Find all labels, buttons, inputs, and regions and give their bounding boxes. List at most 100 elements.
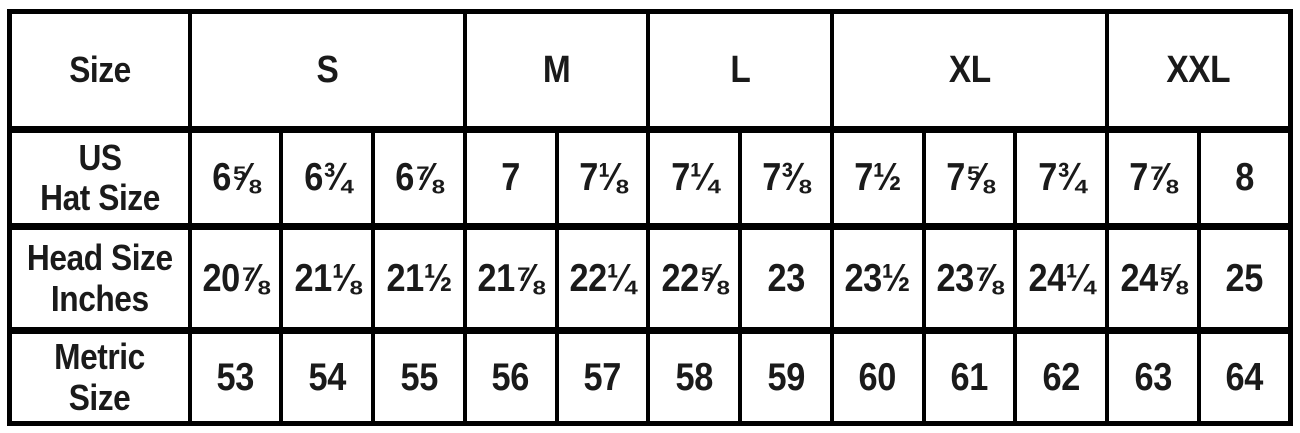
cell-value: 59 (767, 355, 805, 399)
head-size-inches-row-cell-10: 24⅝ (1105, 223, 1201, 333)
metric-size-row-cell-3: 56 (462, 327, 559, 426)
cell-value: 58 (675, 355, 713, 399)
us-hat-size-row-cell-9: 7¾ (1013, 126, 1109, 229)
metric-size-row-cell-9: 62 (1013, 327, 1109, 426)
head-size-inches-row-cell-4: 22¼ (554, 223, 651, 333)
cell-value: 23⅞ (936, 256, 1003, 300)
head-size-inches-row-cell-5: 22⅝ (646, 223, 742, 333)
row-label-line: Metric (54, 336, 146, 378)
us-hat-size-row-cell-2: 6⅞ (371, 126, 467, 229)
cell-value: 8 (1235, 156, 1254, 199)
cell-value: 7⅞ (1129, 156, 1177, 199)
cell-value: 21⅞ (477, 256, 544, 300)
metric-size-row-cell-1: 54 (279, 327, 375, 426)
size-table-body: US Hat Size 6⅝ 6¾ 6⅞ 7 7⅛ 7¼ 7⅜ 7½ 7⅝ 7¾ 7⅞ 8 Head Siz… (7, 126, 1293, 426)
size-group-l: L (646, 9, 834, 132)
metric-size-row-label: Metric Size (7, 327, 192, 426)
cell-value: 6⅝ (211, 156, 259, 199)
cell-value: 20⅞ (202, 256, 269, 300)
head-size-inches-row-cell-1: 21⅛ (279, 223, 375, 333)
cell-value: 63 (1134, 355, 1172, 399)
cell-value: 21⅛ (294, 256, 360, 300)
size-header-row: Size S M L XL XXL (7, 9, 1293, 132)
metric-size-row-cell-2: 55 (371, 327, 467, 426)
cell-value: 7⅛ (578, 156, 626, 199)
head-size-inches-row-cell-3: 21⅞ (462, 223, 559, 333)
us-hat-size-row-cell-11: 8 (1196, 126, 1293, 229)
cell-value: 25 (1225, 256, 1264, 300)
cell-value: 7⅜ (762, 156, 810, 199)
cell-value: 7 (501, 156, 520, 199)
cell-value: 6¾ (303, 156, 351, 199)
metric-size-row-cell-7: 60 (829, 327, 926, 426)
cell-value: 7¼ (670, 156, 718, 199)
cell-value: 23 (767, 256, 805, 300)
cell-value: 22¼ (569, 256, 636, 300)
metric-size-row-cell-0: 53 (187, 327, 284, 426)
size-group-label: M (542, 48, 571, 91)
head-size-inches-row-cell-6: 23 (738, 223, 834, 333)
head-size-inches-row-cell-8: 23⅞ (921, 223, 1018, 333)
row-label-text: US Hat Size (39, 136, 160, 219)
cell-value: 57 (583, 355, 622, 399)
size-group-label: XL (948, 48, 991, 91)
metric-size-row-cell-5: 58 (646, 327, 742, 426)
cell-value: 64 (1225, 355, 1264, 399)
us-hat-size-row-cell-3: 7 (462, 126, 559, 229)
us-hat-size-row-cell-6: 7⅜ (738, 126, 834, 229)
row-label-line: Head Size (26, 237, 173, 279)
cell-value: 53 (216, 355, 255, 399)
metric-size-row-cell-6: 59 (738, 327, 834, 426)
metric-size-row-cell-11: 64 (1196, 327, 1293, 426)
cell-value: 7¾ (1037, 156, 1085, 199)
row-label-line: Inches (50, 277, 149, 319)
us-hat-size-row-cell-10: 7⅞ (1105, 126, 1201, 229)
us-hat-size-row-cell-8: 7⅝ (921, 126, 1018, 229)
head-size-inches-row-cell-7: 23½ (829, 223, 926, 333)
size-group-m: M (462, 9, 651, 132)
row-label-text: Metric Size (54, 336, 146, 418)
cell-value: 7⅝ (945, 156, 993, 199)
us-hat-size-row-cell-5: 7¼ (646, 126, 742, 229)
cell-value: 6⅞ (395, 156, 443, 199)
cell-value: 24¼ (1028, 256, 1094, 300)
size-group-xxl: XXL (1105, 9, 1293, 132)
hat-size-table: Size S M L XL XXL US Hat Size 6⅝ 6¾ 6⅞ 7 7⅛ 7¼ 7⅜ 7½ 7⅝… (7, 9, 1293, 426)
size-group-label: L (730, 48, 750, 91)
cell-value: 56 (491, 355, 530, 399)
row-label-text: Head Size Inches (27, 238, 173, 319)
us-hat-size-row-cell-0: 6⅝ (187, 126, 284, 229)
row-label-line: Hat Size (39, 177, 160, 218)
head-size-inches-row-cell-11: 25 (1196, 223, 1293, 333)
us-hat-size-row-cell-1: 6¾ (279, 126, 375, 229)
cell-value: 21½ (386, 256, 452, 300)
hat-size-chart: Size S M L XL XXL US Hat Size 6⅝ 6¾ 6⅞ 7 7⅛ 7¼ 7⅜ 7½ 7⅝… (7, 9, 1293, 426)
corner-label: Size (68, 48, 131, 90)
head-size-inches-row-cell-9: 24¼ (1013, 223, 1109, 333)
cell-value: 54 (308, 355, 346, 399)
row-label-line: Size (68, 376, 131, 418)
size-group-xl: XL (829, 9, 1110, 132)
us-hat-size-row-label: US Hat Size (7, 126, 192, 229)
cell-value: 55 (400, 355, 438, 399)
us-hat-size-row-cell-7: 7½ (829, 126, 926, 229)
metric-size-row-cell-10: 63 (1105, 327, 1201, 426)
size-group-s: S (187, 9, 467, 132)
cell-value: 62 (1042, 355, 1080, 399)
head-size-inches-row-cell-0: 20⅞ (187, 223, 284, 333)
head-size-inches-row: Head Size Inches 20⅞ 21⅛ 21½ 21⅞ 22¼ 22⅝ 23 23½ 23… (7, 223, 1293, 333)
cell-value: 61 (950, 355, 989, 399)
cell-value: 22⅝ (661, 256, 727, 300)
metric-size-row-cell-4: 57 (554, 327, 651, 426)
corner-cell-size: Size (7, 9, 192, 132)
us-hat-size-row-cell-4: 7⅛ (554, 126, 651, 229)
size-group-label: XXL (1166, 48, 1231, 91)
size-group-label: S (316, 48, 339, 91)
row-label-line: US (78, 136, 122, 178)
cell-value: 7½ (854, 156, 902, 199)
metric-size-row-cell-8: 61 (921, 327, 1018, 426)
cell-value: 60 (858, 355, 897, 399)
head-size-inches-row-cell-2: 21½ (371, 223, 467, 333)
head-size-inches-row-label: Head Size Inches (7, 223, 192, 333)
metric-size-row: Metric Size 53 54 55 56 57 58 59 60 61 62 63 64 (7, 327, 1293, 426)
